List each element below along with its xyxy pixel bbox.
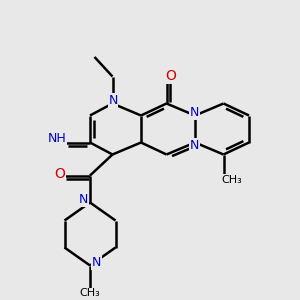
Text: CH₃: CH₃	[221, 175, 242, 185]
Text: N: N	[92, 256, 101, 269]
Text: N: N	[79, 193, 88, 206]
Text: N: N	[108, 94, 118, 107]
Text: NH: NH	[48, 132, 66, 146]
Text: O: O	[55, 167, 65, 181]
Text: O: O	[166, 70, 176, 83]
Text: CH₃: CH₃	[80, 288, 100, 298]
Text: N: N	[190, 106, 199, 119]
Text: N: N	[190, 139, 199, 152]
